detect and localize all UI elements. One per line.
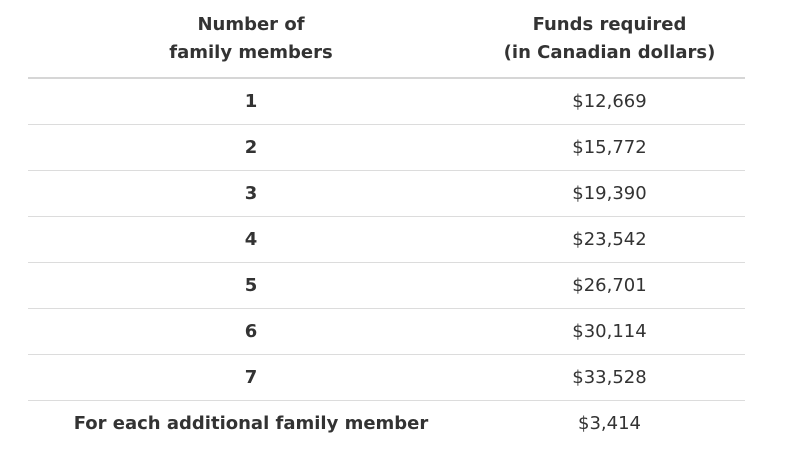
table-row: 2 $15,772 xyxy=(28,124,745,171)
table-body: 1 $12,669 2 $15,772 3 $19,390 4 $23,542 … xyxy=(28,78,745,446)
cell-funds-required: $33,528 xyxy=(474,354,745,401)
table-row: 7 $33,528 xyxy=(28,354,745,401)
cell-family-members: 5 xyxy=(28,262,474,309)
table-row-additional-member: For each additional family member $3,414 xyxy=(28,401,745,447)
table-row: 3 $19,390 xyxy=(28,170,745,217)
funds-table-container: Number of family members Funds required … xyxy=(28,0,745,446)
cell-funds-required: $26,701 xyxy=(474,262,745,309)
funds-required-table: Number of family members Funds required … xyxy=(28,0,745,446)
cell-family-members: 7 xyxy=(28,354,474,401)
cell-funds-required: $19,390 xyxy=(474,170,745,217)
header-row: Number of family members Funds required … xyxy=(28,0,745,79)
cell-family-members: 2 xyxy=(28,124,474,171)
cell-funds-required: $15,772 xyxy=(474,124,745,171)
table-row: 5 $26,701 xyxy=(28,262,745,309)
header-funds-required: Funds required (in Canadian dollars) xyxy=(474,0,745,79)
header-funds-required-line-2: (in Canadian dollars) xyxy=(503,41,716,63)
header-family-members: Number of family members xyxy=(28,0,474,79)
cell-funds-required: $3,414 xyxy=(578,413,641,434)
cell-family-members: 6 xyxy=(28,308,474,355)
cell-funds-required: $23,542 xyxy=(474,216,745,263)
cell-family-members: For each additional family member xyxy=(73,413,429,434)
cell-family-members: 3 xyxy=(28,170,474,217)
cell-funds-required: $30,114 xyxy=(474,308,745,355)
cell-family-members: 1 xyxy=(28,78,474,125)
header-family-members-line-2: family members xyxy=(169,41,333,63)
table-row: 6 $30,114 xyxy=(28,308,745,355)
table-row: 4 $23,542 xyxy=(28,216,745,263)
cell-funds-required: $12,669 xyxy=(474,78,745,125)
table-header: Number of family members Funds required … xyxy=(28,0,745,79)
table-row: 1 $12,669 xyxy=(28,78,745,125)
cell-family-members: 4 xyxy=(28,216,474,263)
header-family-members-line-1: Number of xyxy=(197,13,305,35)
header-funds-required-line-1: Funds required xyxy=(532,13,687,35)
